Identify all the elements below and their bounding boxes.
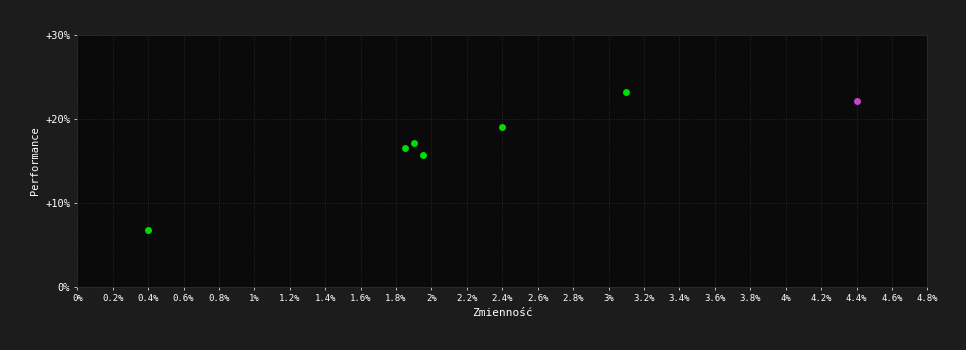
Point (618, 89, 634, 95)
Point (397, 145, 412, 150)
Point (495, 124, 510, 130)
Y-axis label: Performance: Performance (30, 127, 40, 195)
X-axis label: Zmienność: Zmienność (472, 308, 532, 319)
Point (415, 152, 431, 158)
Point (140, 227, 156, 233)
Point (849, 98, 865, 103)
Point (406, 140, 421, 145)
